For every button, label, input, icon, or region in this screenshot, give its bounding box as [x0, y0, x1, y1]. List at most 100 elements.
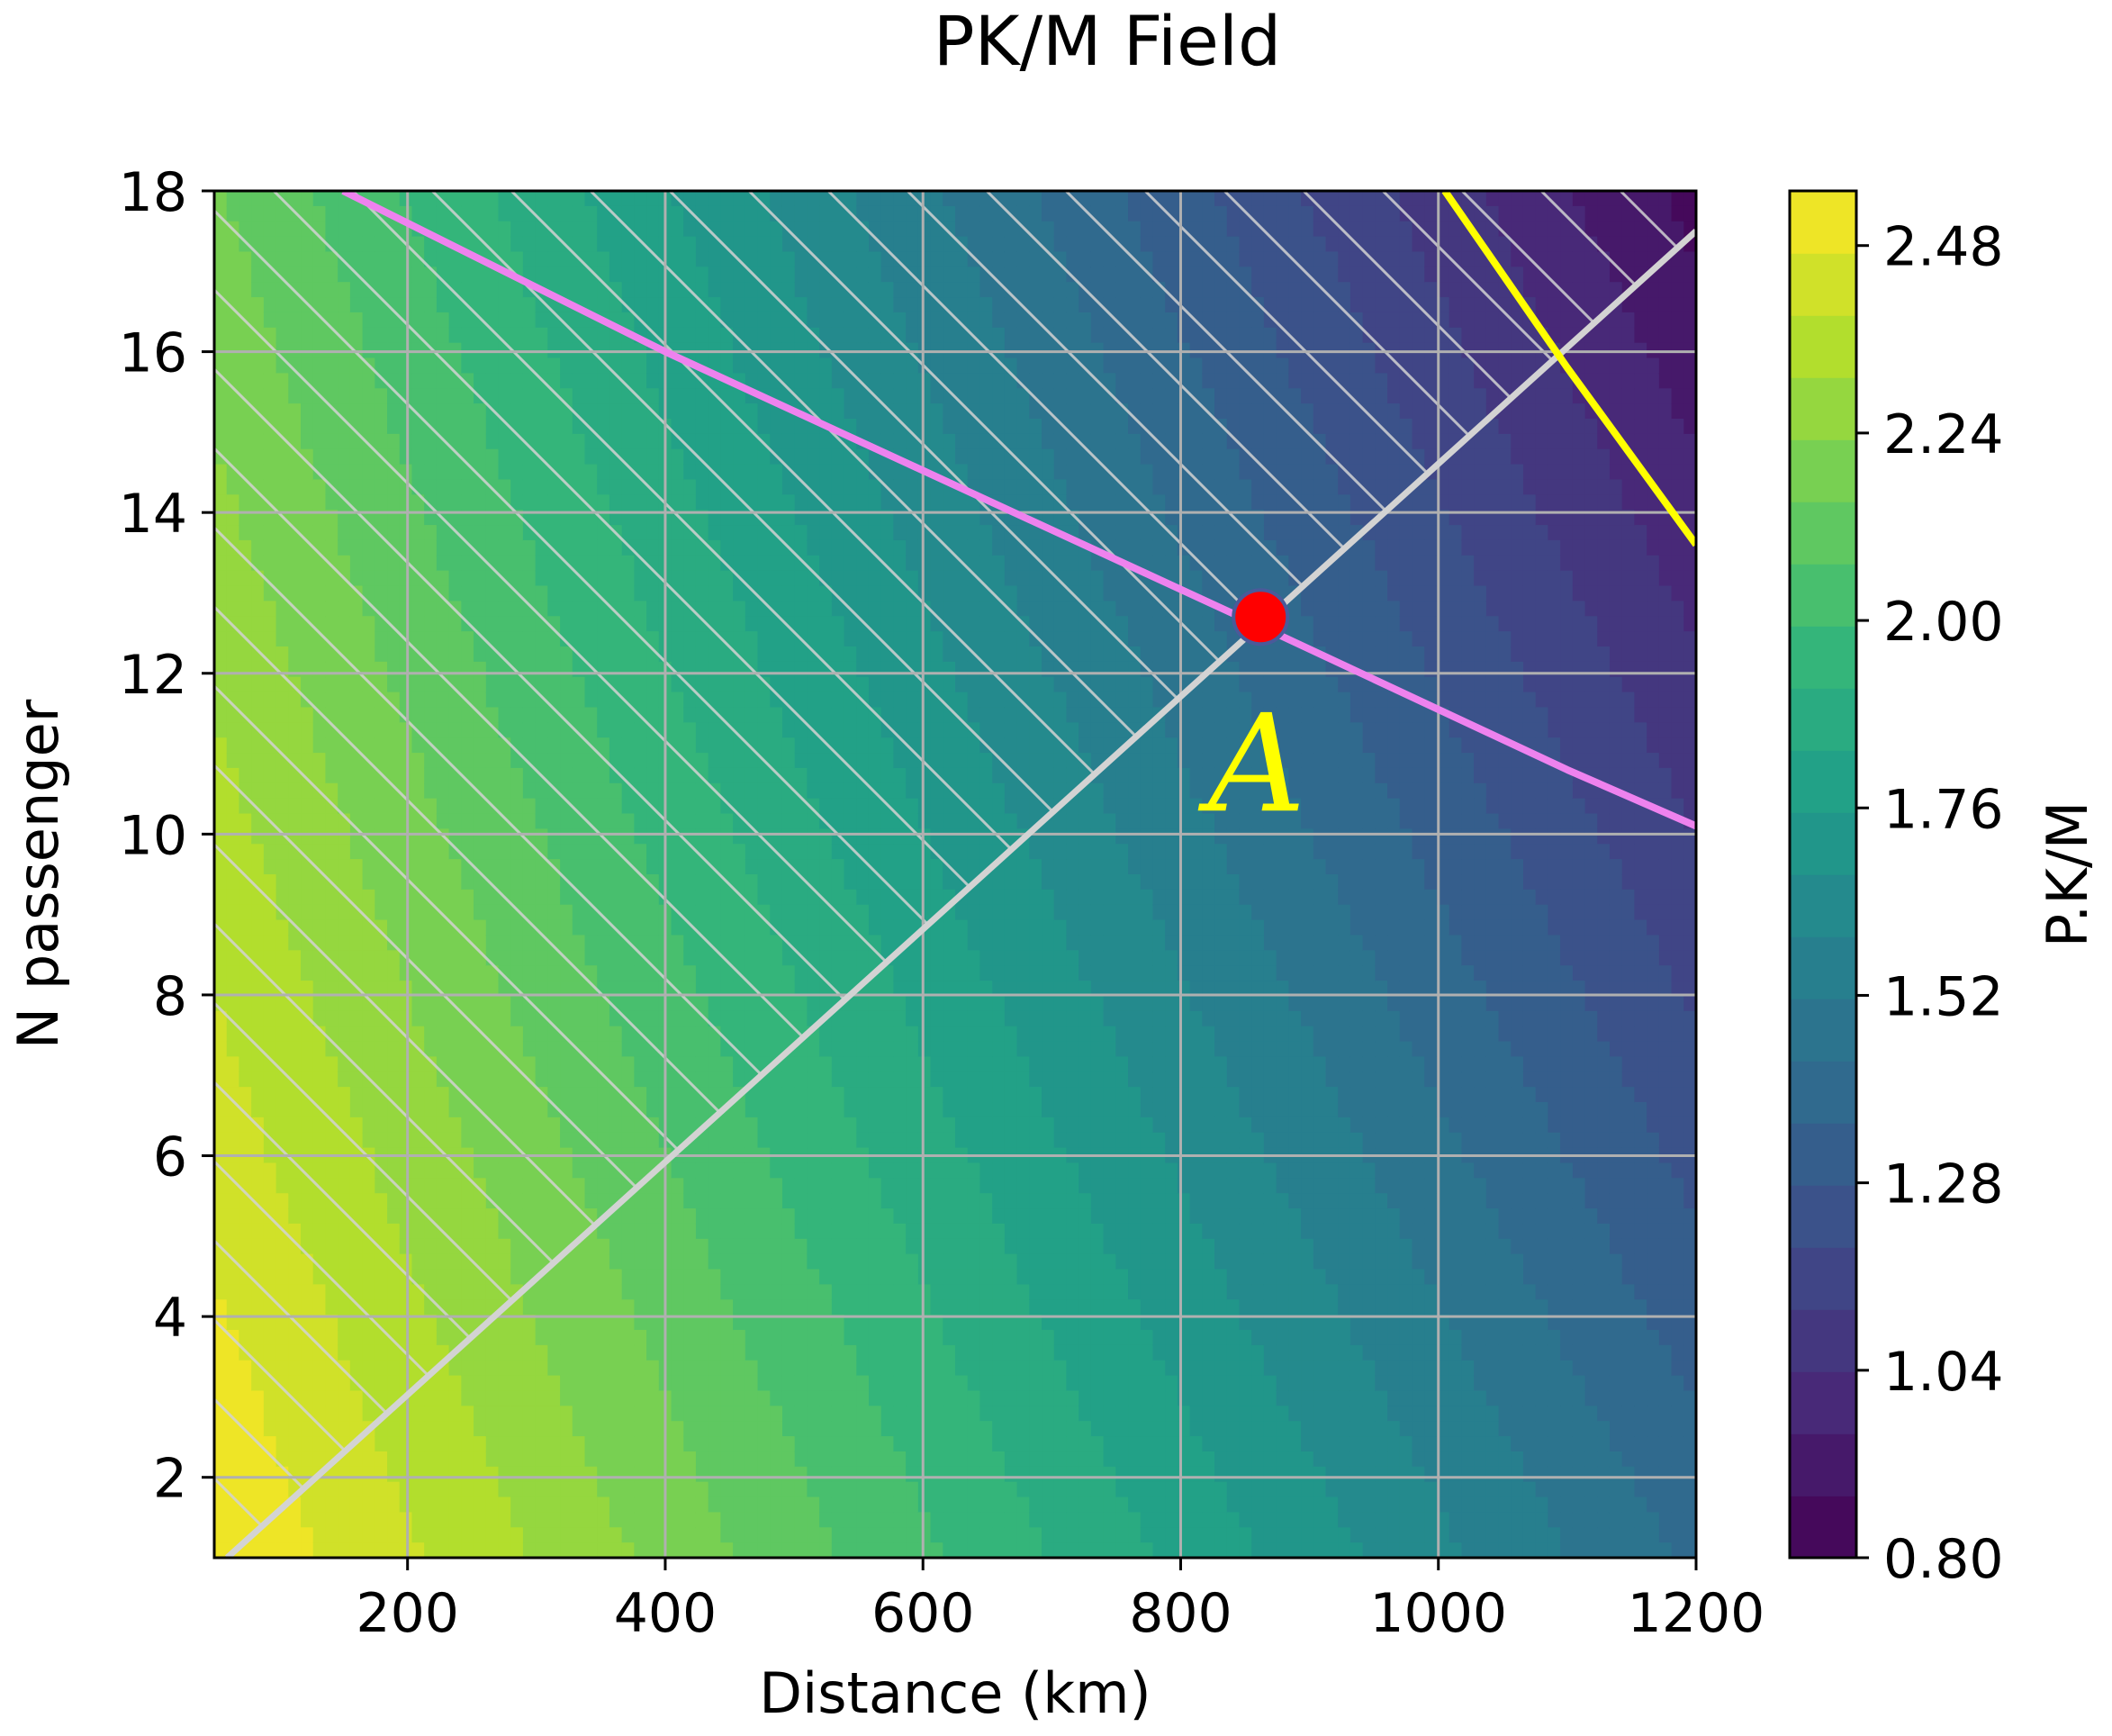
field-cell — [807, 1481, 820, 1498]
field-cell — [522, 448, 537, 466]
field-cell — [436, 889, 450, 906]
field-cell — [436, 1193, 450, 1209]
field-cell — [387, 707, 401, 724]
field-cell — [868, 1330, 882, 1346]
field-cell — [646, 388, 660, 404]
field-cell — [671, 1238, 685, 1255]
field-cell — [609, 798, 623, 815]
field-cell — [288, 373, 302, 390]
field-cell — [794, 494, 808, 511]
field-cell — [325, 1132, 338, 1149]
field-cell — [683, 1390, 697, 1407]
field-cell — [251, 1223, 265, 1240]
field-cell — [671, 737, 685, 754]
field-cell — [301, 1284, 314, 1301]
field-cell — [880, 1299, 895, 1316]
field-cell — [485, 1390, 500, 1407]
field-cell — [597, 327, 610, 344]
field-cell — [621, 312, 636, 329]
field-cell — [547, 1315, 561, 1331]
field-cell — [720, 813, 734, 830]
field-cell — [880, 782, 895, 800]
field-cell — [572, 585, 586, 602]
field-cell — [498, 479, 511, 496]
field-cell — [671, 1436, 685, 1452]
field-cell — [275, 282, 290, 298]
field-cell — [683, 1284, 697, 1301]
field-cell — [214, 1056, 228, 1073]
field-cell — [819, 950, 833, 966]
field-cell — [621, 1056, 636, 1073]
field-cell — [362, 1284, 376, 1301]
field-cell — [819, 1162, 833, 1180]
field-cell — [781, 1132, 796, 1149]
field-cell — [263, 874, 277, 891]
field-cell — [819, 539, 833, 556]
field-cell — [251, 282, 265, 298]
field-cell — [794, 1542, 808, 1558]
field-cell — [239, 433, 252, 450]
field-cell — [770, 1512, 783, 1529]
field-cell — [819, 464, 833, 481]
field-cell — [621, 525, 636, 541]
field-cell — [522, 464, 537, 481]
field-cell — [781, 1481, 796, 1498]
field-cell — [214, 1026, 228, 1043]
field-cell — [831, 1299, 845, 1316]
field-cell — [448, 1390, 463, 1407]
field-cell — [708, 1421, 722, 1437]
field-cell — [547, 236, 561, 253]
field-cell — [695, 995, 709, 1012]
field-cell — [498, 1360, 511, 1377]
field-cell — [781, 1087, 796, 1103]
field-cell — [683, 1542, 697, 1558]
field-cell — [325, 1223, 338, 1240]
field-cell — [288, 859, 302, 875]
field-cell — [621, 1344, 636, 1361]
field-cell — [474, 995, 487, 1012]
field-cell — [263, 1344, 277, 1361]
field-cell — [745, 1512, 759, 1529]
field-cell — [745, 1527, 759, 1543]
field-cell — [720, 1223, 734, 1240]
field-cell — [868, 1481, 882, 1498]
field-cell — [745, 1193, 759, 1209]
field-cell — [312, 1056, 327, 1073]
field-cell — [510, 646, 524, 663]
field-cell — [856, 1223, 870, 1240]
field-cell — [621, 1527, 636, 1543]
field-cell — [609, 251, 623, 268]
field-cell — [522, 1056, 537, 1073]
field-cell — [301, 191, 314, 207]
field-cell — [275, 616, 290, 632]
field-cell — [807, 919, 820, 936]
field-cell — [720, 1512, 734, 1529]
field-cell — [560, 1466, 573, 1483]
field-cell — [251, 707, 265, 724]
field-cell — [474, 1193, 487, 1209]
field-cell — [301, 722, 314, 738]
field-cell — [893, 282, 907, 298]
field-cell — [856, 1375, 870, 1392]
field-cell — [757, 1451, 772, 1468]
field-cell — [522, 191, 537, 207]
field-cell — [856, 1496, 870, 1514]
field-cell — [349, 1390, 364, 1407]
field-cell — [781, 433, 796, 450]
field-cell — [646, 419, 660, 435]
field-cell — [275, 995, 290, 1012]
field-cell — [461, 555, 474, 572]
field-cell — [535, 1041, 549, 1058]
field-cell — [510, 1421, 524, 1437]
field-cell — [683, 1117, 697, 1134]
field-cell — [584, 798, 599, 815]
field-cell — [301, 403, 314, 420]
field-cell — [214, 1542, 228, 1558]
field-cell — [522, 1132, 537, 1149]
field-cell — [646, 1421, 660, 1437]
field-cell — [794, 767, 808, 784]
field-cell — [572, 1481, 586, 1498]
field-cell — [338, 1406, 351, 1422]
field-cell — [757, 1436, 772, 1452]
field-cell — [411, 282, 425, 298]
